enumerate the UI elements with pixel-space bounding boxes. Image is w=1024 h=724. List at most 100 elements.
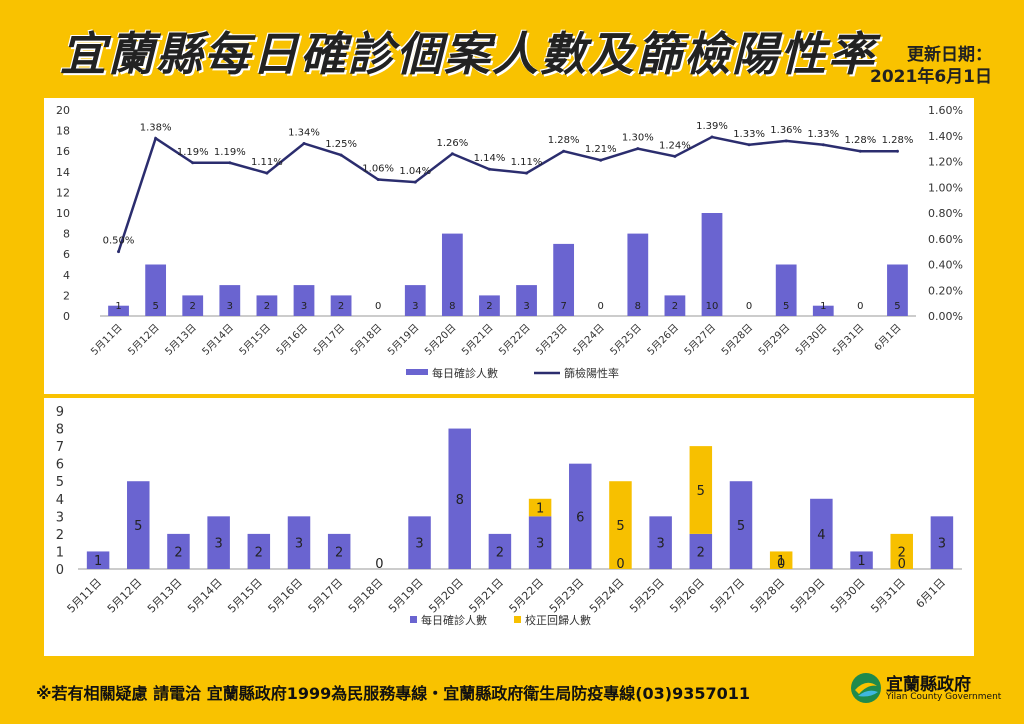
y-tick-label: 4 [56, 493, 64, 508]
case-bar-label: 3 [412, 301, 418, 312]
y-right-tick-label: 1.60% [928, 104, 963, 117]
x-tick-label: 6月1日 [872, 322, 904, 354]
x-tick-label: 6月1日 [913, 576, 948, 611]
positivity-label: 1.19% [177, 147, 209, 158]
case-bar [256, 295, 278, 316]
corrected-bar [890, 533, 913, 569]
case-bar [689, 533, 713, 569]
case-bar-label: 0 [375, 301, 381, 312]
x-tick-label: 5月17日 [311, 322, 347, 358]
positivity-label: 1.14% [474, 153, 506, 164]
footer-note: ※若有相關疑慮 請電洽 宜蘭縣政府1999為民服務專線・宜蘭縣政府衛生局防疫專線… [36, 684, 751, 703]
y-tick-label: 0 [56, 563, 64, 578]
x-tick-label: 5月19日 [385, 322, 421, 358]
yilan-emblem-icon [851, 673, 881, 703]
positivity-point [895, 149, 899, 153]
legend-swatch-cases [410, 616, 417, 623]
cases-positivity-chart: 024681012141618200.00%0.20%0.40%0.60%0.8… [56, 104, 963, 380]
x-tick-label: 5月26日 [645, 322, 681, 358]
x-tick-label: 5月15日 [225, 576, 265, 616]
case-bar-label: 3 [523, 301, 529, 312]
legend-label-cases: 每日確診人數 [432, 366, 498, 380]
positivity-point [228, 161, 232, 165]
positivity-point [265, 171, 269, 175]
case-bar [127, 481, 150, 569]
case-bar-label: 0 [598, 301, 604, 312]
case-bar [664, 295, 686, 316]
corrected-bar-label: 2 [898, 545, 906, 560]
update-info: 更新日期： 2021年6月1日 [842, 44, 992, 88]
x-tick-label: 5月31日 [830, 322, 866, 358]
positivity-label: 1.39% [696, 121, 728, 132]
x-tick-label: 5月15日 [237, 322, 273, 358]
positivity-label: 1.11% [251, 157, 283, 168]
case-bar-label: 0 [746, 301, 752, 312]
case-bar [528, 516, 552, 569]
update-label: 更新日期： [907, 45, 992, 65]
case-bar-label: 1 [94, 554, 102, 569]
case-bar [649, 516, 672, 569]
y-left-tick-label: 20 [56, 104, 70, 117]
positivity-label: 1.33% [733, 129, 765, 140]
case-bar-label: 3 [415, 537, 423, 552]
case-bar [108, 305, 129, 316]
page-title: 宜蘭縣每日確診個案人數及篩檢陽性率 [60, 27, 876, 81]
case-bar-label: 0 [898, 557, 906, 572]
case-bar-label: 3 [536, 537, 544, 552]
x-tick-label: 5月11日 [89, 322, 125, 358]
x-tick-label: 5月28日 [748, 576, 788, 616]
case-bar-label: 2 [338, 301, 344, 312]
x-tick-label: 5月20日 [422, 322, 458, 358]
x-tick-label: 5月14日 [200, 322, 236, 358]
case-bar-label: 5 [894, 301, 900, 312]
y-left-tick-label: 18 [56, 125, 70, 138]
positivity-point [154, 136, 158, 140]
case-bar-label: 0 [375, 557, 383, 572]
y-right-tick-label: 0.80% [928, 207, 963, 220]
positivity-label: 0.50% [103, 236, 135, 247]
legend-label-corrected: 校正回歸人數 [525, 613, 591, 627]
case-bar-label: 3 [295, 537, 303, 552]
y-right-tick-label: 0.60% [928, 233, 963, 246]
case-bar-label: 3 [227, 301, 233, 312]
positivity-label: 1.28% [548, 135, 580, 146]
case-bar-label: 7 [560, 301, 566, 312]
positivity-point [673, 154, 677, 158]
y-right-tick-label: 1.20% [928, 156, 963, 169]
y-left-tick-label: 6 [63, 248, 70, 261]
positivity-point [821, 143, 825, 147]
x-tick-label: 5月30日 [828, 576, 868, 616]
positivity-label: 1.30% [622, 133, 654, 144]
x-tick-label: 5月22日 [507, 576, 547, 616]
corrected-bar-label: 1 [536, 502, 544, 517]
x-tick-label: 5月24日 [587, 576, 627, 616]
case-bar [810, 498, 833, 569]
case-bar-label: 5 [152, 301, 158, 312]
x-tick-label: 5月16日 [266, 576, 306, 616]
x-tick-label: 5月21日 [459, 322, 495, 358]
corrected-bar [689, 446, 713, 534]
x-tick-label: 5月30日 [793, 322, 829, 358]
x-tick-label: 5月26日 [667, 576, 707, 616]
positivity-label: 1.04% [399, 166, 431, 177]
y-left-tick-label: 14 [56, 166, 70, 179]
x-tick-label: 5月23日 [534, 322, 570, 358]
case-bar-label: 0 [857, 301, 863, 312]
case-bar-label: 8 [456, 493, 464, 508]
case-bar-label: 2 [335, 545, 343, 560]
y-left-tick-label: 10 [56, 207, 70, 220]
positivity-line [117, 135, 898, 253]
positivity-point [339, 153, 343, 157]
y-right-tick-label: 1.40% [928, 130, 963, 143]
y-tick-label: 8 [56, 423, 64, 438]
case-bar [701, 213, 723, 316]
case-bar [850, 551, 873, 569]
x-tick-label: 5月19日 [386, 576, 426, 616]
x-tick-label: 5月14日 [185, 576, 225, 616]
y-left-tick-label: 0 [63, 310, 70, 323]
x-tick-label: 5月29日 [788, 576, 828, 616]
positivity-point [191, 161, 195, 165]
case-bar-label: 3 [214, 537, 222, 552]
legend-label-positivity: 篩檢陽性率 [564, 366, 619, 380]
x-tick-label: 5月18日 [346, 576, 386, 616]
